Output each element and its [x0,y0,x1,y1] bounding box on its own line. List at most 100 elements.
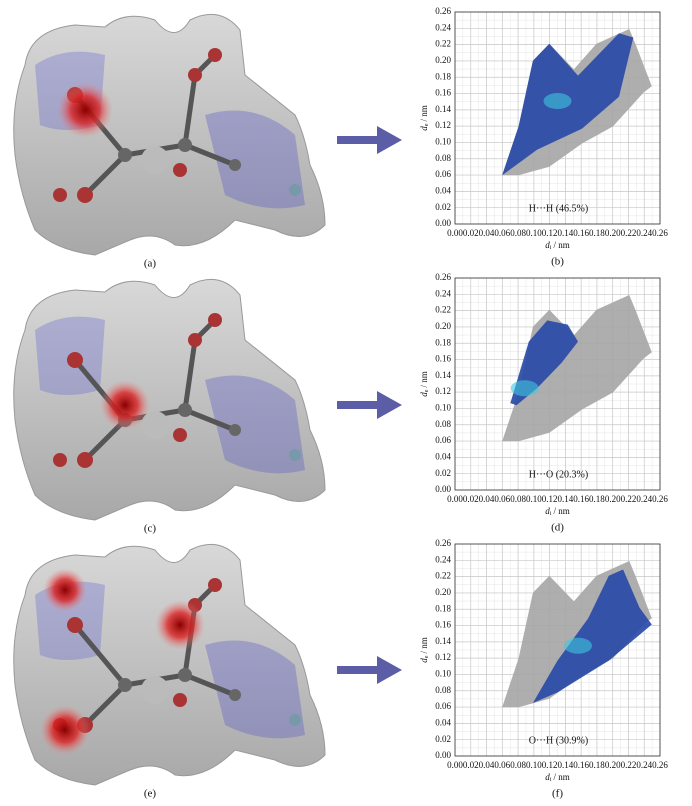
y-label-unit: / nm [419,637,429,653]
x-tick-label: 0.08 [510,494,526,504]
y-label-unit: / nm [419,105,429,121]
y-tick-label: 0.14 [435,636,451,646]
x-tick-label: 0.16 [573,228,589,238]
y-label-symbol: d [419,392,429,397]
panel-caption: (d) [551,522,564,534]
y-tick-label: 0.04 [435,717,451,727]
y-tick-label: 0.20 [435,55,451,65]
x-axis-label: di / nm [545,240,569,251]
x-tick-label: 0.26 [652,228,668,238]
y-tick-label: 0.26 [435,538,451,548]
fingerprint-density [564,637,592,654]
x-label-subscript: i [550,245,552,251]
x-axis-label: di / nm [545,772,569,783]
y-tick-label: 0.14 [435,104,451,114]
x-label-symbol: d [545,506,550,516]
panel-caption: (e) [144,788,157,800]
y-tick-label: 0.08 [435,419,451,429]
x-tick-label: 0.12 [542,228,558,238]
x-label-symbol: d [545,772,550,782]
y-tick-label: 0.02 [435,202,451,212]
x-axis-label: di / nm [545,506,569,517]
x-tick-label: 0.06 [494,228,510,238]
panel-caption: (c) [144,523,157,535]
x-label-symbol: d [545,240,550,250]
x-tick-label: 0.16 [573,760,589,770]
y-tick-label: 0.18 [435,71,451,81]
y-tick-label: 0.10 [435,669,451,679]
hirshfeld-image [14,279,325,520]
y-tick-label: 0.22 [435,39,451,49]
x-tick-label: 0.26 [652,494,668,504]
y-tick-label: 0.06 [435,169,451,179]
x-tick-label: 0.22 [621,228,637,238]
x-tick-label: 0.26 [652,760,668,770]
y-label-symbol: d [419,126,429,131]
x-label-subscript: i [550,777,552,783]
y-tick-label: 0.22 [435,571,451,581]
x-label-subscript: i [550,511,552,517]
fingerprint-contact [532,569,652,703]
x-tick-label: 0.00 [447,760,463,770]
y-tick-label: 0.16 [435,620,451,630]
x-label-unit: / nm [553,506,569,516]
y-label-subscript: e [424,389,430,392]
fingerprint-density [510,380,539,397]
plot-frame [454,277,661,491]
y-tick-label: 0.02 [435,468,451,478]
y-tick-label: 0.22 [435,305,451,315]
panel-caption: (b) [551,256,564,268]
x-label-unit: / nm [553,240,569,250]
y-tick-label: 0.10 [435,137,451,147]
y-tick-label: 0.06 [435,435,451,445]
arrow [337,126,402,154]
x-tick-label: 0.20 [605,494,621,504]
y-tick-label: 0.00 [435,484,451,494]
red-spot [100,380,150,430]
y-tick-label: 0.24 [435,554,451,564]
y-tick-label: 0.06 [435,701,451,711]
y-tick-label: 0.02 [435,734,451,744]
plot-frame [454,543,661,757]
y-tick-label: 0.18 [435,337,451,347]
y-tick-label: 0.00 [435,218,451,228]
hirshfeld-image [14,14,325,255]
y-tick-label: 0.12 [435,386,451,396]
y-tick-label: 0.12 [435,652,451,662]
x-tick-label: 0.04 [479,760,495,770]
y-tick-label: 0.00 [435,750,451,760]
y-tick-label: 0.18 [435,603,451,613]
x-tick-label: 0.14 [558,228,574,238]
x-tick-label: 0.16 [573,494,589,504]
x-tick-label: 0.22 [621,760,637,770]
x-label-unit: / nm [553,772,569,782]
y-tick-label: 0.04 [435,185,451,195]
x-tick-label: 0.10 [526,494,542,504]
panel-caption: (f) [552,788,563,800]
y-axis-label: de / nm [419,105,430,130]
x-tick-label: 0.14 [558,760,574,770]
x-tick-label: 0.08 [510,760,526,770]
y-label-symbol: d [419,658,429,663]
x-tick-label: 0.12 [542,760,558,770]
x-tick-label: 0.24 [636,228,652,238]
y-tick-label: 0.24 [435,288,451,298]
x-tick-label: 0.08 [510,228,526,238]
x-tick-label: 0.20 [605,228,621,238]
y-label-unit: / nm [419,371,429,387]
y-tick-label: 0.24 [435,22,451,32]
x-tick-label: 0.00 [447,494,463,504]
red-spot [155,600,205,650]
panel-caption: (a) [144,258,157,270]
x-tick-label: 0.02 [463,228,479,238]
y-tick-label: 0.10 [435,403,451,413]
y-tick-label: 0.26 [435,6,451,16]
x-tick-label: 0.12 [542,494,558,504]
x-tick-label: 0.06 [494,494,510,504]
x-tick-label: 0.14 [558,494,574,504]
y-tick-label: 0.08 [435,153,451,163]
x-tick-label: 0.24 [636,494,652,504]
y-tick-label: 0.12 [435,120,451,130]
y-axis-label: de / nm [419,637,430,662]
